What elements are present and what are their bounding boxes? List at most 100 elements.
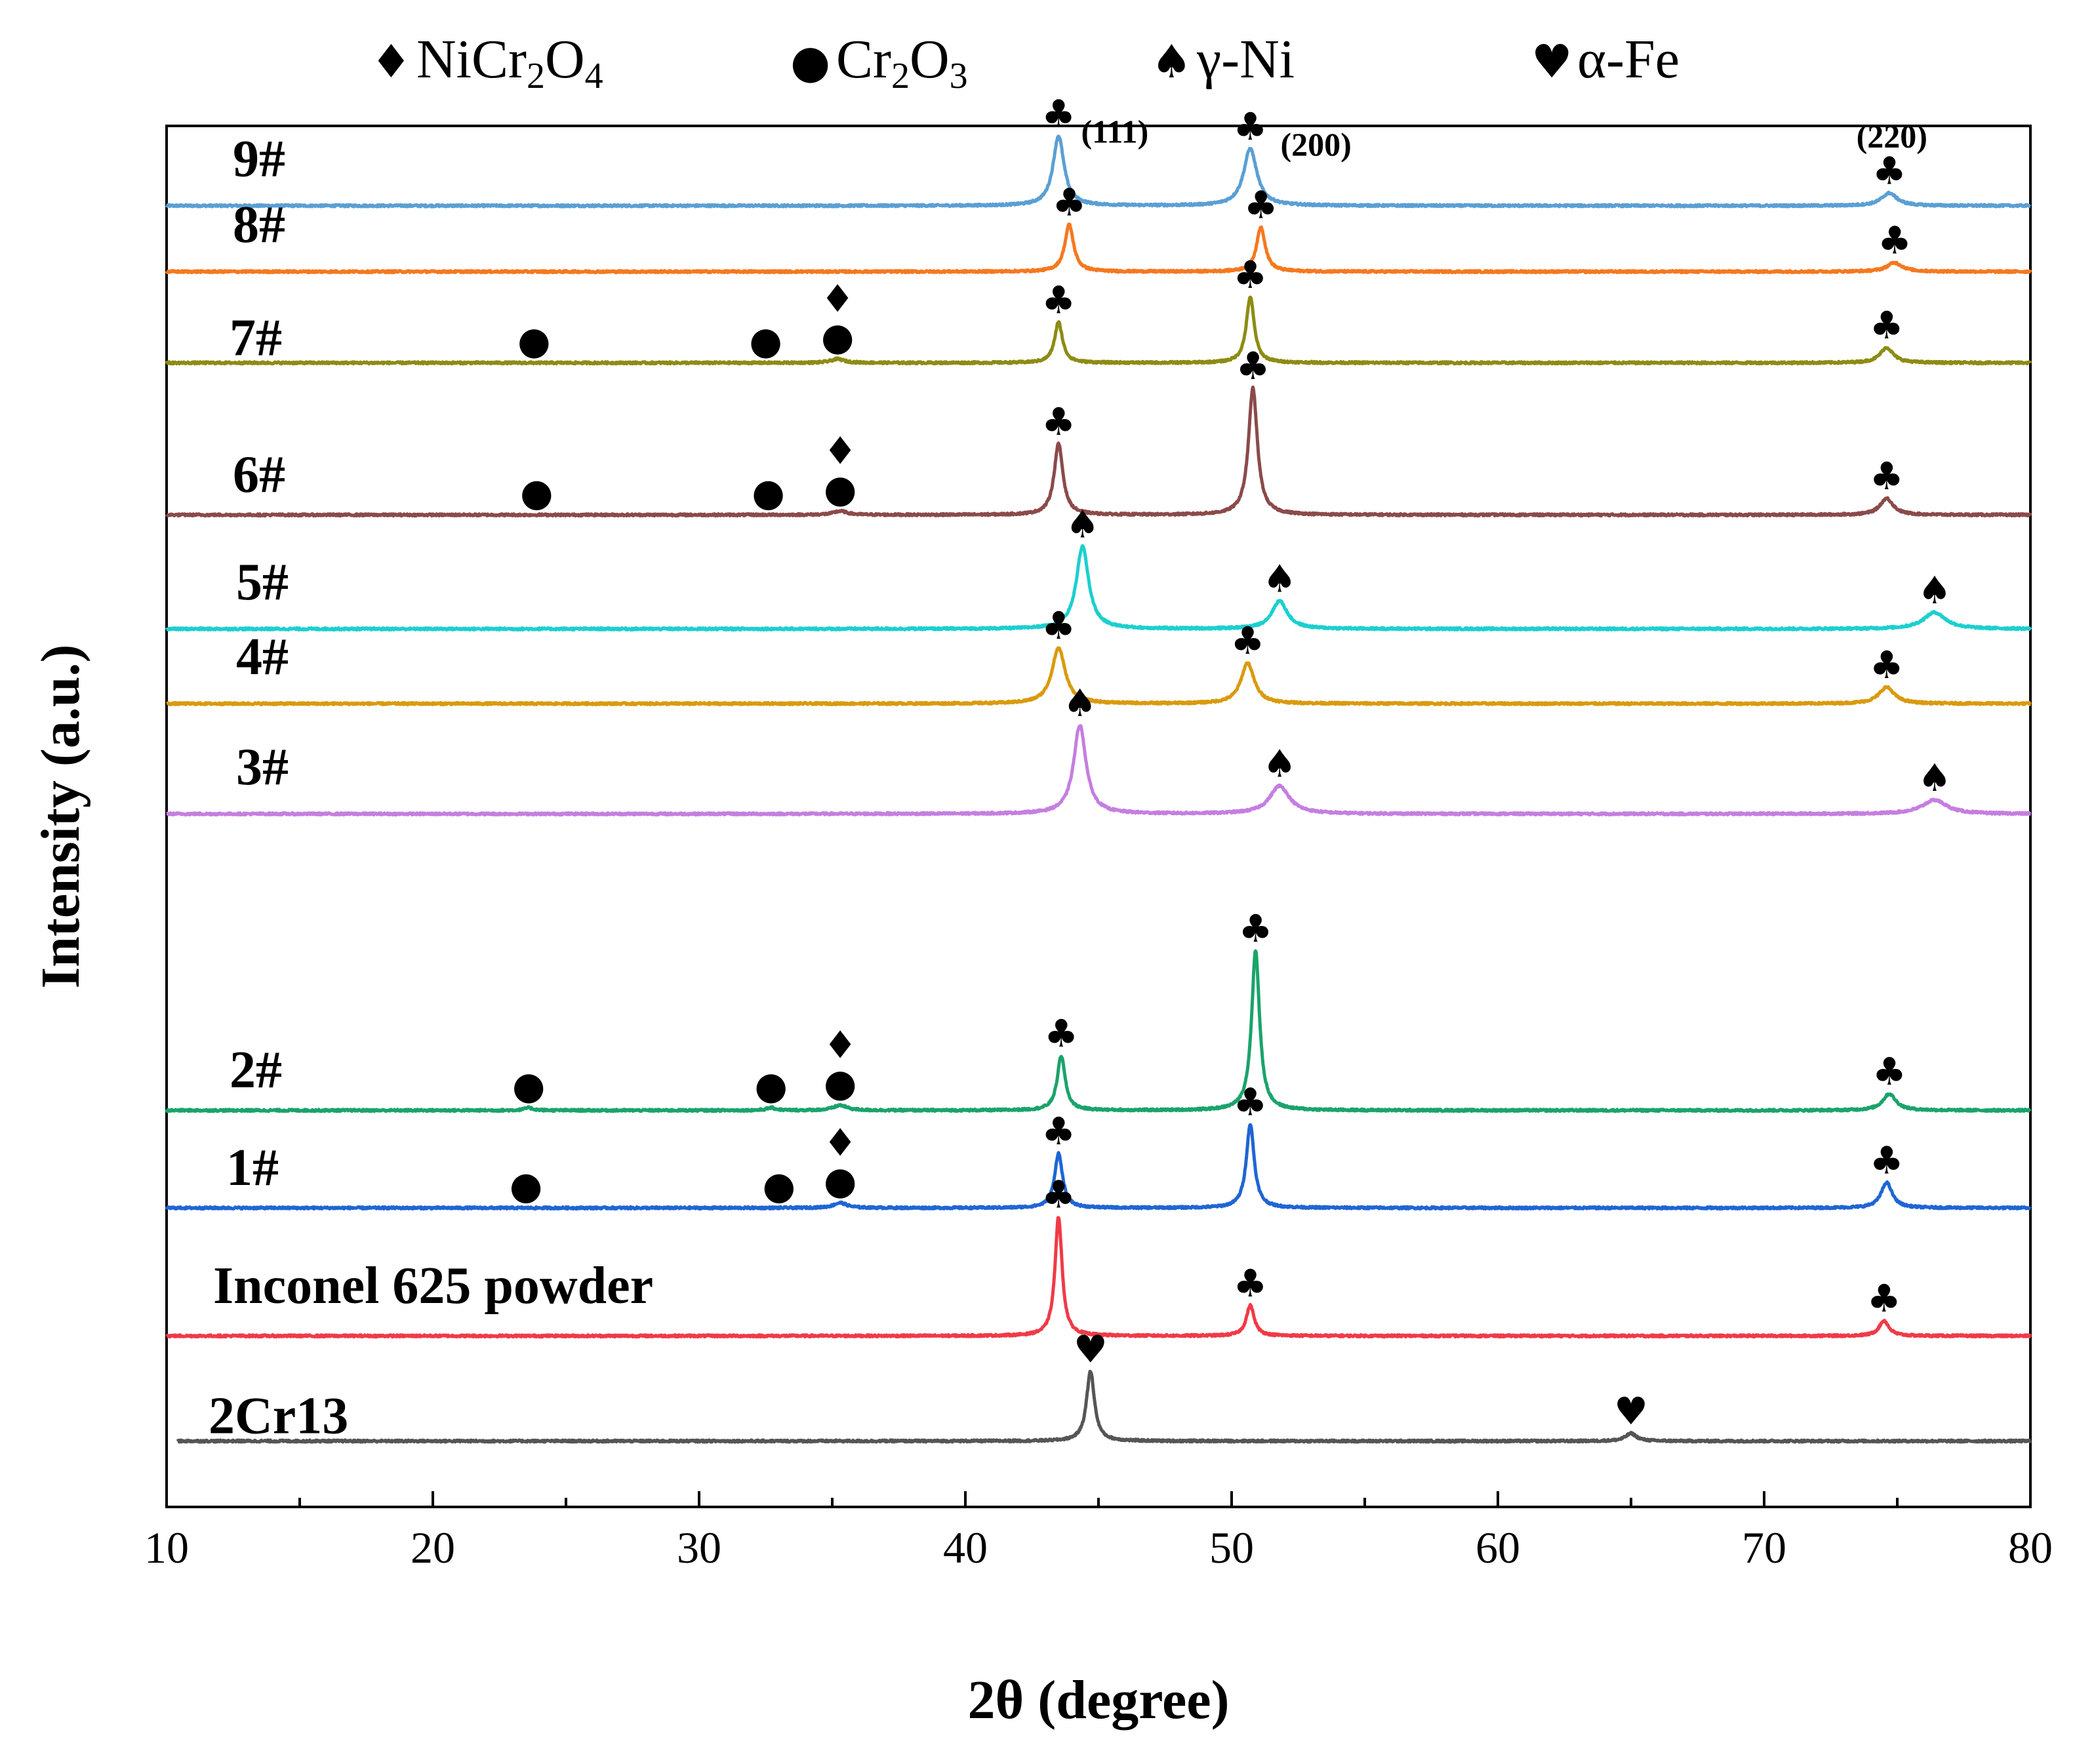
x-tick-label-70: 70 [1742, 1523, 1786, 1573]
peak-marker-1-3: ♣ [1041, 1109, 1076, 1153]
peak-marker-2-3: ♣ [1044, 1011, 1078, 1056]
peak-marker-9-1: ♣ [1233, 104, 1267, 149]
peak-marker-inconel-625-powder-2: ♣ [1867, 1276, 1901, 1321]
peak-marker-secondary-6-2: ♦ [823, 428, 857, 473]
series-label-4: 4# [236, 628, 289, 686]
peak-marker-7-2: ● [821, 315, 855, 359]
peak-marker-5-1: ♠ [1262, 557, 1297, 601]
series-label-5: 5# [236, 553, 289, 611]
peak-marker-7-1: ● [749, 318, 782, 363]
peak-marker-6-0: ● [520, 470, 554, 515]
series-line-8 [165, 222, 2032, 275]
legend-label: Cr2O3 [836, 29, 968, 96]
x-tick-label-60: 60 [1476, 1523, 1520, 1573]
peak-marker-8-2: ♣ [1878, 218, 1912, 263]
x-tick-label-10: 10 [144, 1523, 189, 1573]
legend-label: γ-Ni [1196, 29, 1295, 90]
legend-entry-ni: ♠ γ-Ni [1151, 29, 1295, 90]
peak-marker-6-1: ● [752, 470, 785, 515]
series-label-layer: 9# 8# 7# 6# 5# 4# 3# 2# 1# Inconel 625 powder 2Cr1… [209, 113, 1927, 1445]
series-line-9 [165, 134, 2032, 209]
series-label-inconel-625-powder: Inconel 625 powder [213, 1257, 653, 1315]
legend-symbol: ♦ [371, 35, 412, 89]
series-label-9: 9# [233, 130, 285, 188]
peak-marker-4-1: ♣ [1230, 618, 1264, 663]
series-line-2cr13 [176, 1369, 2032, 1444]
peak-marker-inconel-625-powder-1: ♣ [1233, 1261, 1267, 1306]
peak-marker-8-0: ♣ [1052, 180, 1086, 225]
peak-marker-3-2: ♠ [1918, 755, 1952, 800]
peak-marker-9-0: ♣ [1041, 91, 1076, 136]
peak-marker-inconel-625-powder-0: ♣ [1041, 1173, 1076, 1217]
peak-marker-3-1: ♠ [1262, 742, 1297, 786]
legend-entry-cr2o3: ● Cr2O3 [790, 29, 968, 96]
peak-marker-2-4: ♣ [1239, 906, 1273, 951]
series-label-2: 2# [230, 1041, 282, 1099]
series-line-3 [165, 724, 2032, 817]
peak-marker-1-0: ● [510, 1163, 543, 1208]
plane-label-200: (200) [1281, 126, 1352, 163]
legend-label: NiCr2O4 [416, 29, 603, 96]
peak-marker-6-3: ♣ [1041, 399, 1076, 444]
x-tick-label-40: 40 [943, 1523, 988, 1573]
peak-marker-4-2: ♣ [1870, 643, 1904, 687]
peak-marker-7-0: ● [517, 318, 551, 363]
peak-marker-5-2: ♠ [1918, 568, 1952, 612]
series-line-inconel-625-powder [165, 1216, 2032, 1339]
peak-marker-1-4: ♣ [1233, 1080, 1267, 1125]
series-line-7 [165, 295, 2032, 366]
peak-marker-2-1: ● [754, 1063, 788, 1108]
peak-marker-secondary-7-2: ♦ [820, 277, 855, 321]
x-tick-label-20: 20 [411, 1523, 455, 1573]
x-axis: 10 20 30 40 50 60 70 80 [144, 1491, 2053, 1573]
peak-marker-secondary-2-2: ♦ [823, 1023, 857, 1068]
series-line-5 [165, 544, 2032, 632]
legend-entry-fe: ♥ α-Fe [1531, 29, 1680, 90]
peak-marker-7-3: ♣ [1041, 277, 1076, 322]
series-label-7: 7# [230, 309, 282, 367]
peak-marker-2-2: ● [824, 1061, 857, 1106]
series-layer [165, 134, 2032, 1444]
plane-label-111: (111) [1081, 113, 1149, 150]
peak-marker-2-5: ♣ [1872, 1049, 1906, 1094]
peak-marker-9-2: ♣ [1872, 148, 1906, 193]
y-axis-title: Intensity (a.u.) [30, 644, 91, 988]
legend-symbol: ♠ [1151, 35, 1192, 89]
peak-marker-6-5: ♣ [1870, 454, 1904, 498]
x-tick-label-30: 30 [677, 1523, 721, 1573]
legend-entry-nicr2o4: ♦ NiCr2O4 [371, 29, 603, 96]
x-tick-label-80: 80 [2008, 1523, 2053, 1573]
series-line-6 [165, 385, 2032, 518]
legend-symbol: ● [790, 35, 830, 89]
peak-marker-6-2: ● [824, 466, 857, 511]
peak-marker-4-0: ♣ [1041, 603, 1076, 648]
series-label-2cr13: 2Cr13 [209, 1388, 348, 1445]
series-line-1 [165, 1123, 2032, 1211]
peak-marker-5-0: ♠ [1066, 502, 1100, 546]
peak-marker-6-4: ♣ [1236, 344, 1270, 388]
legend-label: α-Fe [1577, 29, 1680, 90]
x-tick-label-50: 50 [1209, 1523, 1254, 1573]
plane-label-220: (220) [1857, 117, 1927, 154]
series-line-2 [165, 949, 2032, 1113]
peak-marker-2cr13-0: ♥ [1074, 1327, 1108, 1371]
peak-marker-1-2: ● [824, 1158, 857, 1203]
series-line-4 [165, 646, 2032, 707]
series-label-6: 6# [233, 446, 285, 504]
legend-symbol: ♥ [1531, 35, 1573, 89]
series-label-3: 3# [236, 738, 289, 796]
peak-marker-2cr13-1: ♥ [1614, 1389, 1648, 1433]
peak-marker-2-0: ● [512, 1063, 546, 1108]
peak-marker-7-4: ♣ [1233, 252, 1267, 297]
marker-layer: ♣ ♣♣♣ ♣♣● ● ●♦ ♣♣♣● ● ●♦♣♣♣♠♠ ♠♣ ♣♣♠♠ ♠● ● ●♦ ♣♣♣● ● ●♦… [510, 91, 1952, 1433]
peak-marker-3-0: ♠ [1063, 681, 1097, 725]
x-axis-title: 2θ (degree) [967, 1670, 1229, 1731]
peak-marker-1-5: ♣ [1870, 1138, 1904, 1182]
legend: ♦ NiCr2O4 ● Cr2O3 ♠ γ-Ni ♥ α-Fe [371, 29, 1680, 96]
series-label-1: 1# [226, 1139, 279, 1197]
peak-marker-7-5: ♣ [1870, 303, 1904, 348]
peak-marker-1-1: ● [762, 1163, 796, 1208]
series-label-8: 8# [233, 196, 285, 254]
peak-marker-8-1: ♣ [1244, 183, 1278, 228]
